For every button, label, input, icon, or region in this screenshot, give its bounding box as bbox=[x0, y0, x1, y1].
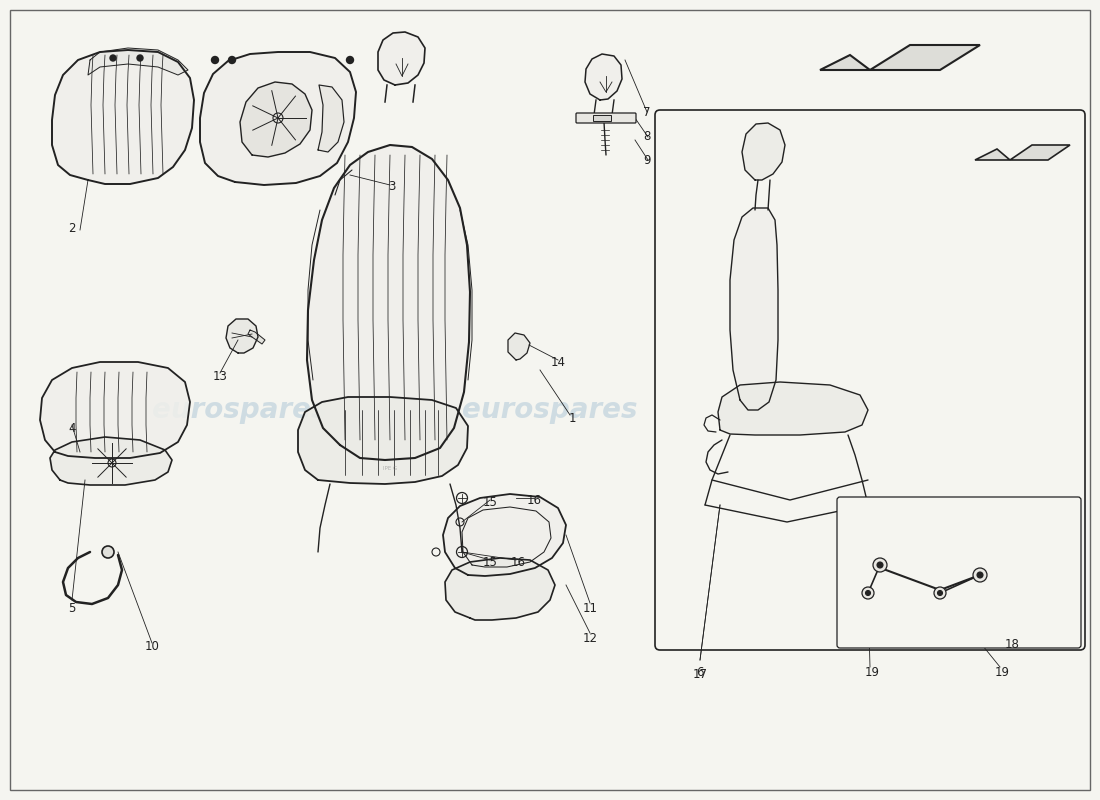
Text: 1: 1 bbox=[569, 411, 575, 425]
Polygon shape bbox=[446, 558, 556, 620]
Text: 2: 2 bbox=[68, 222, 76, 234]
Polygon shape bbox=[975, 149, 1010, 160]
Text: 11: 11 bbox=[583, 602, 597, 614]
FancyBboxPatch shape bbox=[593, 115, 611, 121]
Text: eurospares: eurospares bbox=[152, 396, 328, 424]
Text: 10: 10 bbox=[144, 641, 159, 654]
Text: 3: 3 bbox=[388, 181, 396, 194]
Text: 6: 6 bbox=[696, 666, 704, 678]
Polygon shape bbox=[248, 330, 265, 344]
Polygon shape bbox=[318, 85, 344, 152]
FancyBboxPatch shape bbox=[576, 113, 636, 123]
Polygon shape bbox=[742, 123, 785, 180]
Polygon shape bbox=[88, 48, 188, 75]
FancyBboxPatch shape bbox=[654, 110, 1085, 650]
Circle shape bbox=[937, 590, 943, 595]
Circle shape bbox=[862, 587, 874, 599]
Text: 16: 16 bbox=[510, 555, 526, 569]
Circle shape bbox=[346, 57, 353, 63]
Polygon shape bbox=[200, 52, 356, 185]
Circle shape bbox=[977, 572, 983, 578]
Text: 13: 13 bbox=[212, 370, 228, 383]
Text: 7: 7 bbox=[644, 106, 651, 118]
Polygon shape bbox=[508, 333, 530, 360]
Circle shape bbox=[974, 568, 987, 582]
Text: 16: 16 bbox=[527, 494, 541, 506]
Polygon shape bbox=[443, 494, 566, 576]
Polygon shape bbox=[307, 145, 470, 460]
Circle shape bbox=[110, 55, 115, 61]
Polygon shape bbox=[820, 55, 870, 70]
Text: 8: 8 bbox=[644, 130, 651, 143]
Polygon shape bbox=[730, 208, 778, 410]
Text: 19: 19 bbox=[865, 666, 880, 678]
Circle shape bbox=[211, 57, 219, 63]
Text: 15: 15 bbox=[483, 555, 497, 569]
Text: 5: 5 bbox=[68, 602, 76, 614]
Circle shape bbox=[934, 587, 946, 599]
Polygon shape bbox=[52, 50, 194, 184]
Text: IPE G: IPE G bbox=[383, 466, 397, 471]
Circle shape bbox=[102, 546, 114, 558]
Text: 12: 12 bbox=[583, 631, 597, 645]
Circle shape bbox=[877, 562, 883, 568]
Text: eurospares: eurospares bbox=[462, 396, 638, 424]
Polygon shape bbox=[50, 437, 172, 485]
Text: 4: 4 bbox=[68, 422, 76, 434]
Circle shape bbox=[138, 55, 143, 61]
Polygon shape bbox=[1010, 145, 1070, 160]
Circle shape bbox=[873, 558, 887, 572]
Polygon shape bbox=[226, 319, 258, 353]
Text: 17: 17 bbox=[693, 669, 707, 682]
FancyBboxPatch shape bbox=[837, 497, 1081, 648]
Polygon shape bbox=[870, 45, 980, 70]
Text: 19: 19 bbox=[994, 666, 1010, 678]
Polygon shape bbox=[40, 362, 190, 458]
Text: 14: 14 bbox=[550, 357, 565, 370]
Text: 18: 18 bbox=[1004, 638, 1020, 651]
Polygon shape bbox=[298, 397, 468, 484]
Circle shape bbox=[229, 57, 235, 63]
Polygon shape bbox=[585, 54, 622, 100]
Polygon shape bbox=[240, 82, 312, 157]
Polygon shape bbox=[718, 382, 868, 435]
Circle shape bbox=[866, 590, 870, 595]
Text: 15: 15 bbox=[483, 495, 497, 509]
Polygon shape bbox=[378, 32, 425, 85]
Text: 9: 9 bbox=[644, 154, 651, 166]
